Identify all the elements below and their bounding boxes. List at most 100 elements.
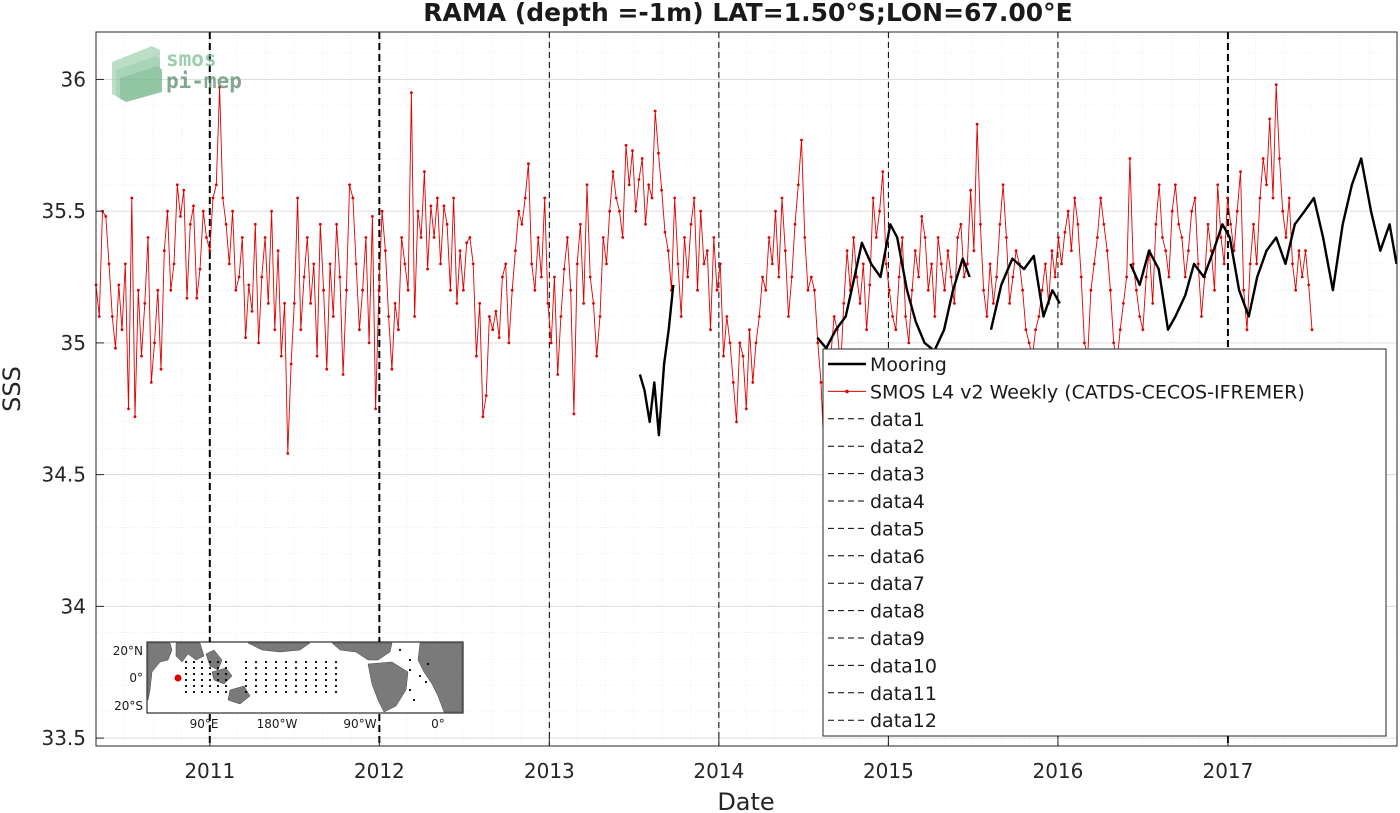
smos-data-point [887, 288, 891, 292]
smos-data-point [546, 302, 550, 305]
smos-data-point [211, 196, 215, 200]
inset-mooring-dot [224, 672, 228, 676]
smos-data-point [953, 302, 956, 305]
smos-data-point [530, 262, 534, 266]
smos-data-point [813, 288, 816, 292]
inset-mooring-dot [192, 660, 196, 664]
smos-data-point [442, 204, 446, 208]
inset-mooring-dot [254, 690, 258, 694]
smos-data-point [263, 236, 267, 239]
inset-mooring-dot [264, 660, 268, 664]
smos-data-point [478, 302, 482, 305]
smos-data-point [718, 262, 722, 266]
inset-mooring-dot [324, 660, 328, 664]
smos-data-point [488, 315, 491, 318]
inset-mooring-dot [254, 660, 258, 664]
inset-lon-label: 90°E [190, 717, 219, 731]
smos-data-point [1229, 222, 1233, 226]
smos-data-point [1239, 170, 1242, 174]
smos-data-point [988, 262, 992, 266]
inset-mooring-dot [184, 672, 188, 676]
smos-data-point [644, 222, 647, 226]
legend-items: Mooring SMOS L4 v2 Weekly (CATDS-CECOS-IF… [828, 354, 1305, 732]
inset-mooring-dot [304, 690, 308, 694]
smos-data-point [133, 415, 137, 419]
smos-data-point [1089, 288, 1093, 292]
smos-data-point [169, 288, 173, 292]
smos-data-point [1164, 249, 1168, 253]
inset-mooring-dot [294, 660, 298, 664]
smos-data-point [1105, 249, 1109, 253]
smos-data-point [325, 367, 329, 371]
smos-data-point [432, 236, 436, 239]
inset-mooring-dot [192, 690, 196, 694]
smos-data-point [1053, 275, 1057, 279]
smos-data-point [455, 302, 459, 305]
smos-data-point [416, 209, 420, 213]
smos-data-point [1109, 288, 1112, 292]
smos-data-point [582, 302, 586, 305]
smos-data-point [224, 222, 228, 226]
smos-data-point [1161, 236, 1164, 239]
smos-data-point [1180, 236, 1184, 239]
smos-data-point [744, 407, 748, 411]
inset-mooring-dot [408, 668, 412, 672]
smos-data-point [1021, 288, 1024, 292]
smos-data-point [309, 302, 312, 305]
smos-data-point [475, 354, 478, 358]
logo-mark-icon [112, 46, 162, 102]
smos-data-point [900, 236, 904, 239]
mooring-series-line [1129, 157, 1398, 331]
smos-data-point [536, 236, 540, 239]
inset-mooring-dot [216, 690, 220, 694]
smos-data-point [1183, 275, 1187, 279]
smos-data-point [1235, 209, 1239, 213]
inset-mooring-dot [200, 672, 204, 676]
smos-data-point [897, 275, 901, 279]
smos-data-point [162, 249, 166, 253]
smos-data-point [1024, 328, 1028, 332]
inset-mooring-dot [408, 688, 412, 692]
smos-data-point [429, 204, 433, 208]
smos-data-point [195, 296, 199, 300]
smos-data-point [114, 346, 117, 350]
smos-data-point [985, 315, 989, 318]
smos-data-point [982, 288, 985, 292]
smos-data-point [1073, 196, 1077, 200]
inset-mooring-dot [314, 684, 318, 688]
smos-data-point [884, 262, 888, 266]
inset-mooring-dot [244, 666, 248, 670]
inset-mooring-dot [408, 658, 412, 662]
smos-data-point [559, 315, 563, 318]
smos-data-point [123, 262, 127, 266]
inset-mooring-dot [192, 684, 196, 688]
smos-data-point [397, 328, 400, 332]
smos-data-point [159, 367, 163, 371]
smos-data-point [712, 236, 716, 239]
inset-mooring-dot [294, 666, 298, 670]
smos-data-point [751, 381, 755, 384]
inset-mooring-dot [254, 672, 258, 676]
smos-data-point [153, 341, 156, 345]
inset-mooring-dot [224, 678, 228, 682]
smos-data-point [510, 288, 514, 292]
legend-box [822, 348, 1387, 737]
x-tick-label: 2013 [524, 759, 575, 783]
inset-mooring-dot [208, 660, 212, 664]
smos-data-point [1284, 236, 1288, 239]
smos-data-point [1096, 236, 1099, 239]
smos-data-point [393, 302, 397, 305]
legend-label: data2 [870, 436, 925, 458]
inset-mooring-dot [284, 678, 288, 682]
smos-data-point [279, 354, 283, 358]
smos-data-point [1037, 315, 1041, 318]
inset-mooring-dot [324, 690, 328, 694]
smos-data-point [627, 183, 631, 187]
smos-data-point [806, 288, 810, 292]
inset-mooring-dot [244, 672, 248, 676]
smos-data-point [910, 288, 914, 292]
smos-data-point [387, 315, 390, 318]
smos-data-point [491, 328, 495, 332]
smos-data-point [328, 262, 332, 266]
smos-data-point [845, 249, 849, 253]
